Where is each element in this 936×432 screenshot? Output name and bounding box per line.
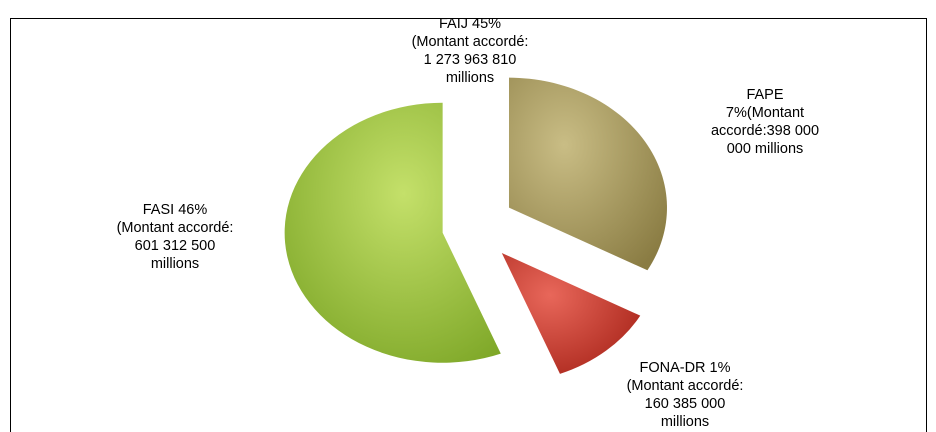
data-label: FAIJ 45% <box>439 16 501 32</box>
data-label: 601 312 500 <box>135 238 216 254</box>
data-label: millions <box>151 256 199 272</box>
data-label: 160 385 000 <box>645 396 726 412</box>
pie-slice <box>284 102 501 363</box>
data-label: 7%(Montant <box>726 105 804 121</box>
data-label: (Montant accordé: <box>627 378 744 394</box>
pie-slice <box>501 253 641 374</box>
data-label: (Montant accordé: <box>117 220 234 236</box>
data-label: FAPE <box>746 87 783 103</box>
data-label: accordé:398 000 <box>711 123 819 139</box>
data-label: millions <box>446 70 494 86</box>
data-label: millions <box>661 414 709 430</box>
data-label: (Montant accordé: <box>412 34 529 50</box>
data-label: FASI 46% <box>143 202 208 218</box>
pie-slice <box>508 77 667 271</box>
data-label: FONA-DR 1% <box>639 360 730 376</box>
data-label: 000 millions <box>727 141 804 157</box>
frame <box>10 18 927 432</box>
data-label: 1 273 963 810 <box>424 52 517 68</box>
